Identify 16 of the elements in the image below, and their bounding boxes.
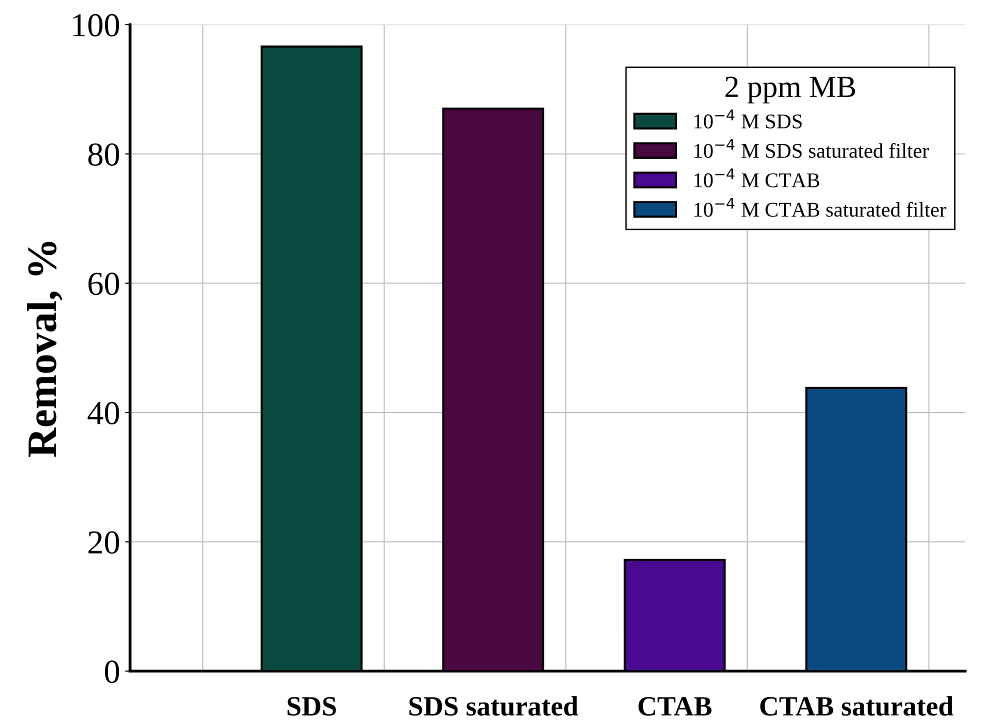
legend-label: 10$^{−4}$ M CTAB [694,168,820,188]
x-tick-label: CTAB [638,697,712,716]
legend-title: 2 ppm MB [726,76,856,104]
x-tick-label: SDS saturated [409,696,578,716]
x-tick-label: CTAB saturated [760,696,954,716]
y-tick-label: 60 [88,272,120,296]
legend-label: 10$^{−4}$ M SDS saturated filter [694,139,929,158]
y-axis-title: Removal, % [27,242,62,458]
legend-label: 10$^{−4}$ M CTAB saturated filter [694,198,946,217]
y-tick-label: 0 [104,660,120,684]
y-tick-label: 20 [88,531,120,554]
y-tick-label: 40 [88,402,120,424]
x-tick-label: SDS [288,697,336,716]
y-tick-label: 80 [88,143,120,166]
legend-label: 10$^{−4}$ M SDS [694,110,802,128]
y-tick-label: 100 [73,14,120,37]
